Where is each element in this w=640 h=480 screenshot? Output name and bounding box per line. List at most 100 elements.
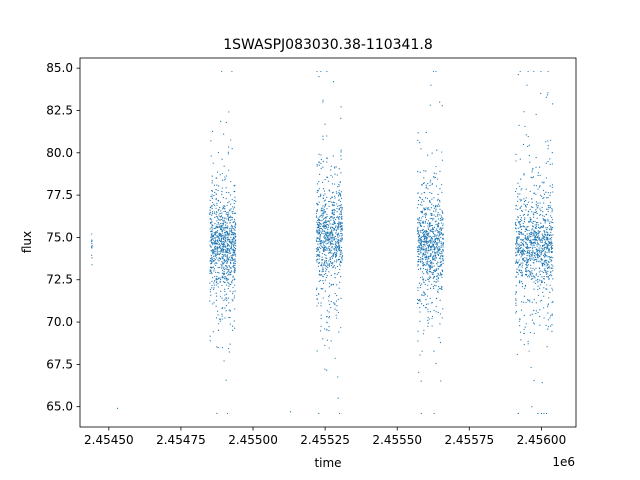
data-point bbox=[217, 329, 220, 331]
data-point bbox=[340, 327, 342, 329]
data-point bbox=[439, 272, 442, 274]
data-point bbox=[212, 239, 215, 241]
data-point bbox=[322, 249, 324, 251]
data-point bbox=[231, 243, 233, 245]
data-point bbox=[337, 228, 339, 230]
data-point bbox=[341, 239, 343, 241]
data-point bbox=[210, 240, 212, 242]
data-point bbox=[518, 221, 520, 224]
data-point bbox=[318, 258, 320, 260]
data-point bbox=[428, 277, 430, 279]
data-point bbox=[539, 300, 541, 302]
data-point bbox=[429, 229, 431, 232]
x-offset-label: 1e6 bbox=[552, 455, 575, 469]
data-point bbox=[516, 243, 519, 245]
data-point bbox=[432, 286, 435, 288]
data-point bbox=[229, 323, 231, 325]
data-point bbox=[545, 191, 547, 193]
data-point bbox=[538, 243, 540, 246]
plot-frame bbox=[79, 57, 577, 428]
data-point bbox=[418, 230, 420, 232]
data-point bbox=[335, 314, 337, 316]
data-point bbox=[543, 230, 545, 232]
data-point bbox=[213, 288, 215, 290]
data-point bbox=[315, 216, 318, 218]
data-point bbox=[234, 267, 236, 269]
data-point bbox=[523, 295, 525, 297]
data-point bbox=[546, 260, 548, 262]
data-point bbox=[335, 242, 337, 244]
data-point bbox=[539, 273, 541, 276]
data-point bbox=[333, 236, 335, 238]
data-point bbox=[436, 261, 439, 263]
data-point bbox=[225, 187, 227, 189]
data-point bbox=[234, 242, 236, 244]
data-point bbox=[441, 263, 443, 265]
data-point bbox=[427, 241, 430, 243]
data-point bbox=[335, 248, 337, 250]
data-point bbox=[340, 261, 343, 263]
data-point bbox=[319, 330, 322, 332]
data-point bbox=[223, 360, 225, 362]
data-point bbox=[417, 236, 420, 238]
data-point bbox=[529, 259, 532, 261]
data-point bbox=[340, 204, 342, 206]
data-point bbox=[529, 217, 531, 219]
data-point bbox=[225, 251, 227, 254]
data-point bbox=[334, 218, 337, 221]
data-point bbox=[224, 249, 226, 251]
data-point bbox=[328, 303, 331, 305]
data-point bbox=[232, 300, 234, 302]
data-point bbox=[433, 236, 436, 238]
data-point bbox=[331, 176, 334, 178]
data-point bbox=[337, 186, 339, 188]
data-point bbox=[427, 233, 429, 235]
data-point bbox=[425, 299, 427, 301]
data-point bbox=[421, 246, 423, 249]
data-point bbox=[330, 300, 332, 303]
data-point bbox=[325, 254, 327, 256]
data-point bbox=[326, 70, 328, 73]
data-point bbox=[520, 199, 523, 201]
data-point bbox=[530, 267, 532, 269]
data-point bbox=[439, 261, 442, 263]
data-point bbox=[234, 196, 236, 198]
data-point bbox=[533, 309, 535, 312]
data-point bbox=[323, 223, 325, 225]
x-tick-label: 2.45600 bbox=[517, 433, 567, 447]
data-point bbox=[228, 111, 230, 113]
data-point bbox=[532, 213, 534, 215]
data-point bbox=[429, 311, 431, 313]
data-point bbox=[434, 241, 436, 243]
data-point bbox=[225, 379, 227, 381]
data-point bbox=[229, 290, 231, 292]
data-point bbox=[436, 252, 438, 254]
data-point bbox=[231, 227, 234, 229]
data-point bbox=[216, 279, 218, 281]
data-point bbox=[536, 212, 538, 215]
data-point bbox=[433, 280, 435, 283]
data-point bbox=[533, 192, 535, 194]
data-point bbox=[546, 288, 548, 290]
data-point bbox=[329, 217, 331, 220]
data-point bbox=[233, 242, 235, 244]
y-tick-label: 85.0 bbox=[46, 61, 73, 75]
data-point bbox=[230, 203, 232, 205]
data-point bbox=[547, 304, 549, 306]
data-point bbox=[435, 165, 437, 168]
data-point bbox=[214, 233, 216, 235]
data-point bbox=[418, 196, 421, 198]
data-point bbox=[225, 265, 227, 267]
data-point bbox=[545, 324, 547, 326]
data-point bbox=[537, 412, 539, 415]
data-point bbox=[542, 225, 545, 228]
data-point bbox=[219, 219, 221, 221]
data-point bbox=[320, 167, 322, 169]
data-point bbox=[323, 230, 325, 233]
data-point bbox=[435, 220, 437, 222]
data-point bbox=[338, 245, 340, 247]
data-point bbox=[322, 101, 324, 103]
data-point bbox=[214, 243, 216, 245]
data-point bbox=[428, 257, 430, 259]
data-point bbox=[519, 280, 521, 282]
